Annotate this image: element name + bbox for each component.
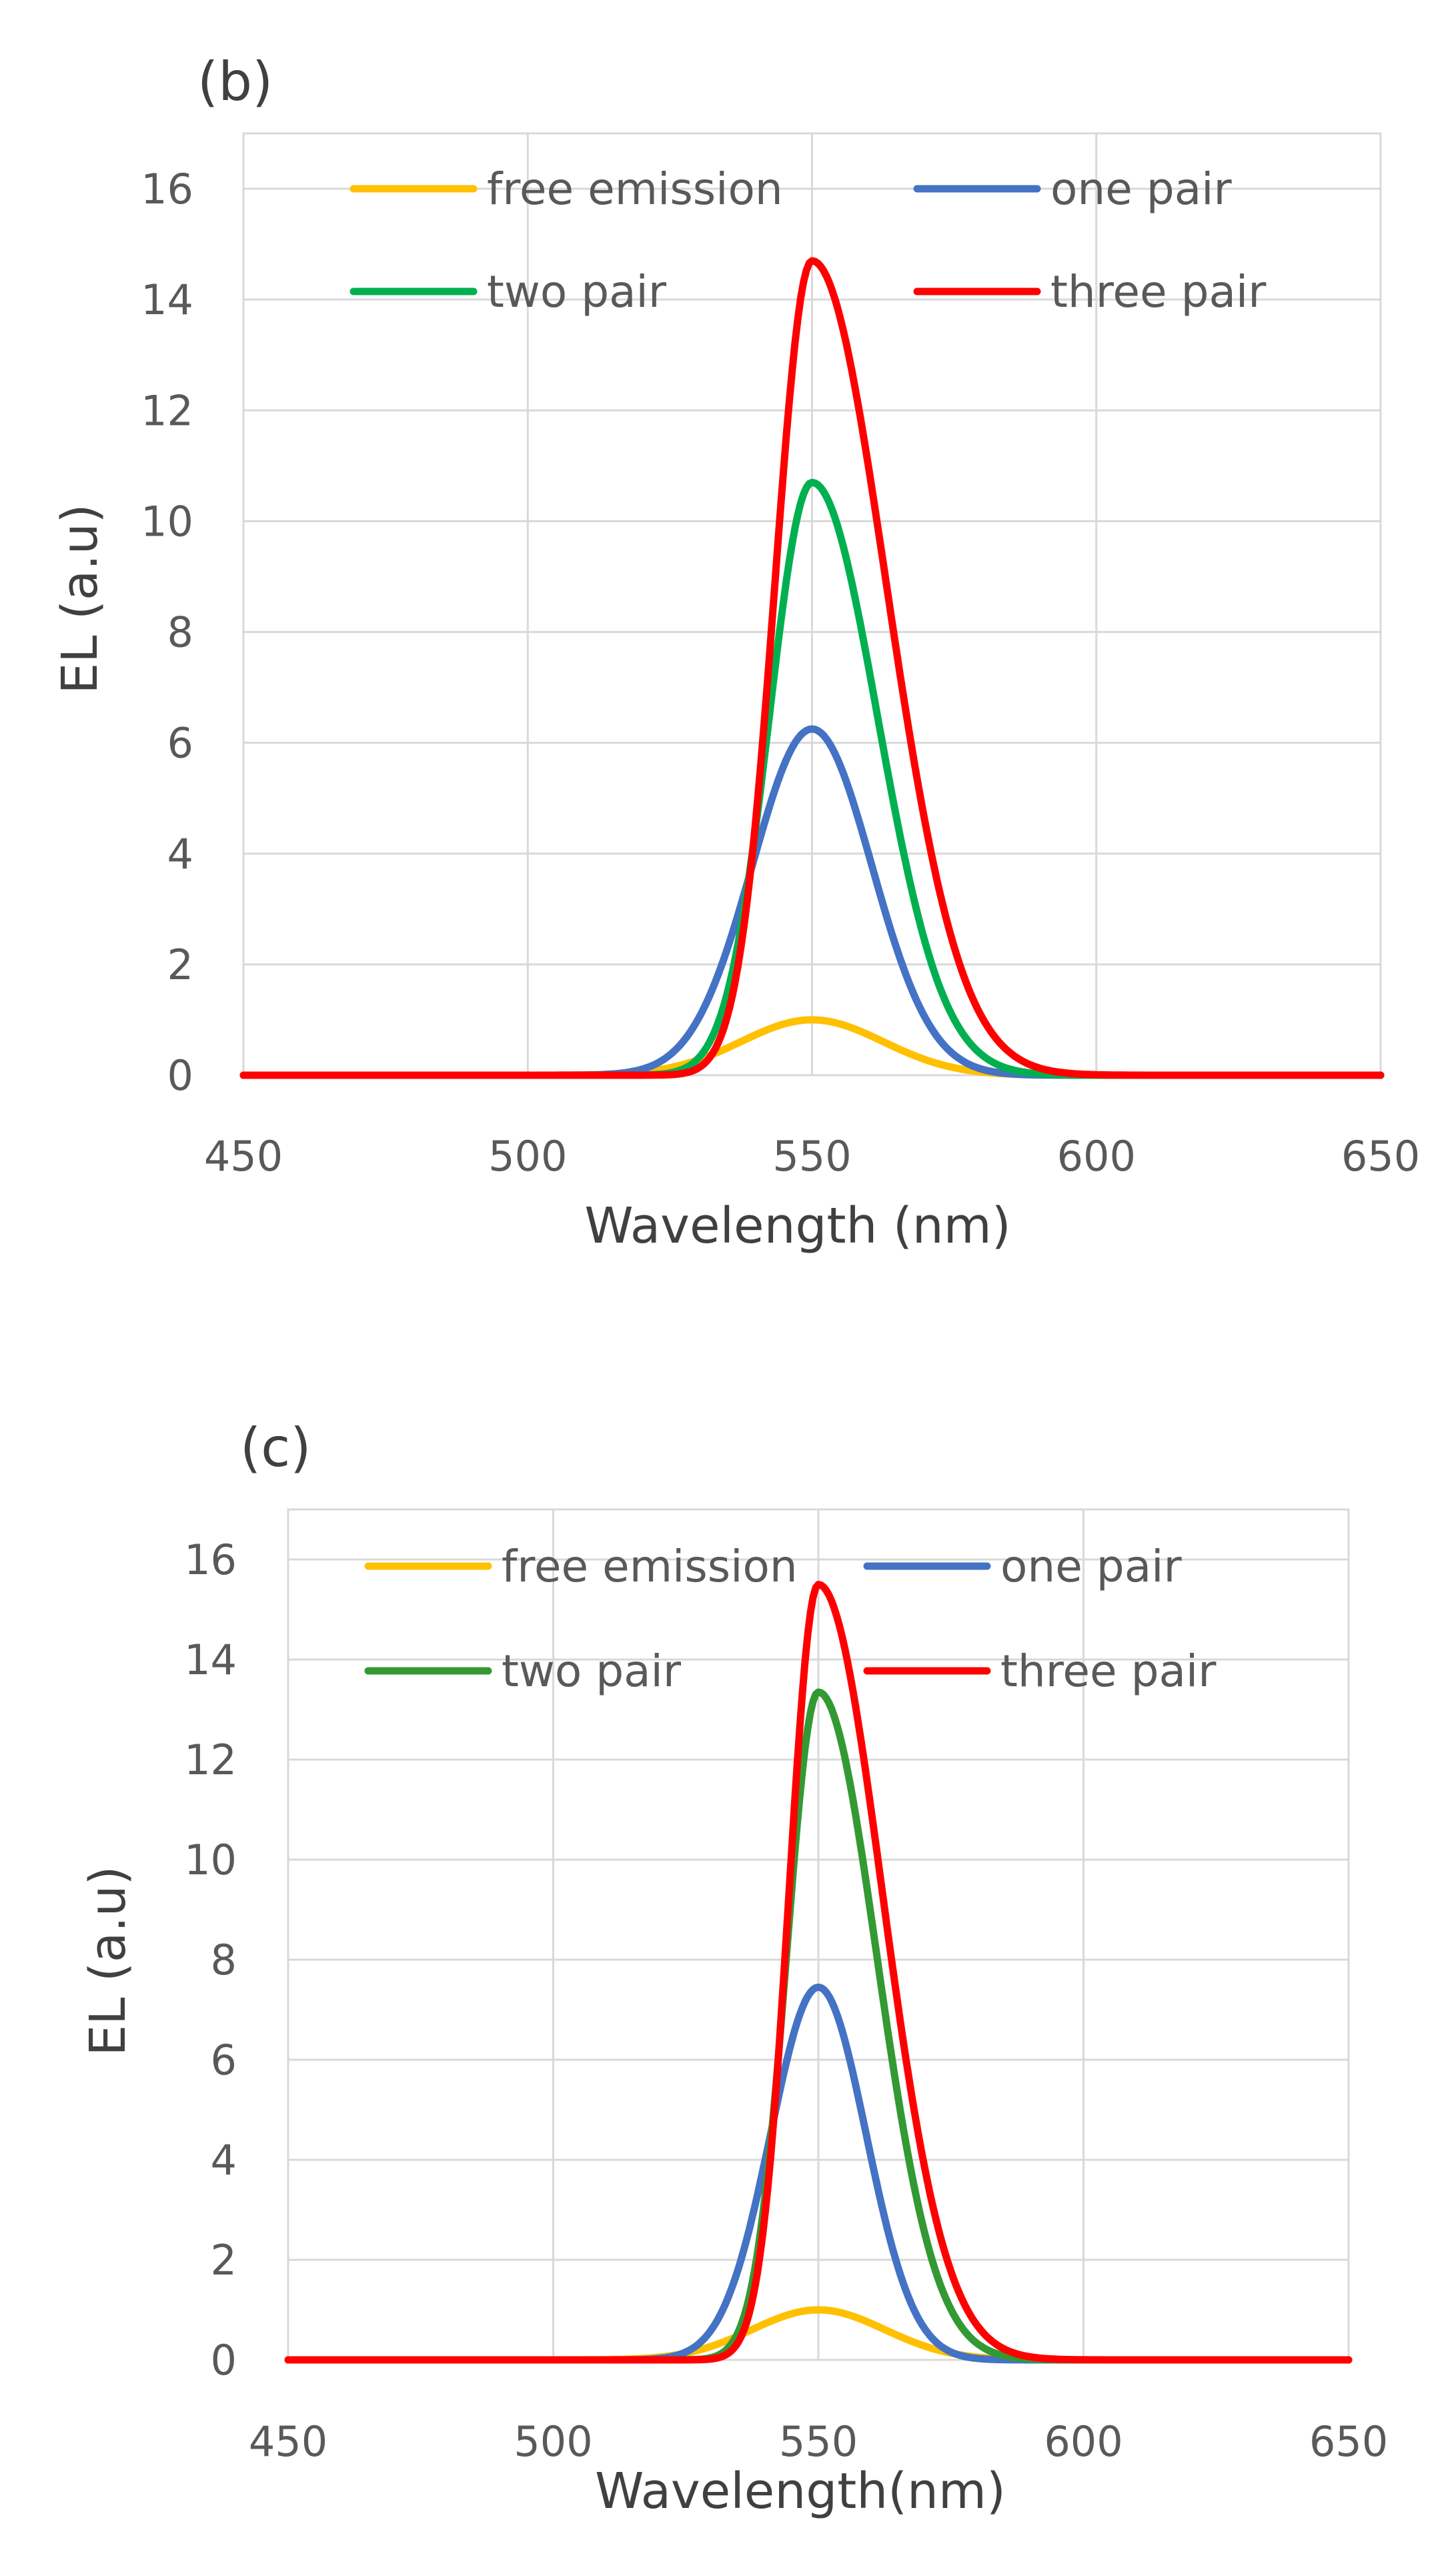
y-tick-label-c-16: 16 xyxy=(184,1535,237,1584)
x-tick-label-c-550: 550 xyxy=(779,2417,858,2466)
y-tick-label-c-8: 8 xyxy=(211,1936,237,1984)
y-tick-label-c-14: 14 xyxy=(184,1636,237,1684)
x-tick-label-b-450: 450 xyxy=(204,1132,283,1181)
y-tick-label-c-0: 0 xyxy=(211,2336,237,2385)
legend-label-c-free-emission: free emission xyxy=(502,1541,798,1592)
x-tick-label-c-450: 450 xyxy=(249,2417,327,2466)
y-tick-label-b-14: 14 xyxy=(141,275,193,324)
legend-item-b-free-emission: free emission xyxy=(349,163,783,215)
x-tick-label-c-650: 650 xyxy=(1309,2417,1388,2466)
gridlines-b xyxy=(242,132,1382,1077)
y-tick-label-c-6: 6 xyxy=(211,2036,237,2084)
x-axis-title-b: Wavelength (nm) xyxy=(584,1197,1010,1255)
x-tick-label-c-600: 600 xyxy=(1044,2417,1123,2466)
y-axis-title-c: EL (a.u) xyxy=(79,1866,137,2056)
series-line-c-three-pair xyxy=(284,1581,1353,2364)
y-tick-label-b-10: 10 xyxy=(141,497,193,546)
x-tick-label-c-500: 500 xyxy=(514,2417,592,2466)
legend-item-b-three-pair: three pair xyxy=(913,266,1267,317)
legend-label-b-one-pair: one pair xyxy=(1050,163,1232,215)
y-tick-label-b-16: 16 xyxy=(141,165,193,213)
legend-item-c-two-pair: two pair xyxy=(364,1646,682,1697)
x-axis-title-c: Wavelength(nm) xyxy=(595,2463,1006,2520)
panel-label-b: (b) xyxy=(197,51,273,113)
legend-item-c-three-pair: three pair xyxy=(863,1646,1217,1697)
y-tick-label-c-10: 10 xyxy=(184,1836,237,1884)
gridlines-c xyxy=(287,1508,1350,2361)
legend-label-c-one-pair: one pair xyxy=(1000,1541,1182,1592)
y-tick-label-c-4: 4 xyxy=(211,2136,237,2184)
y-tick-label-c-2: 2 xyxy=(211,2236,237,2285)
legend-label-c-three-pair: three pair xyxy=(1000,1646,1217,1697)
y-tick-label-b-4: 4 xyxy=(167,830,193,878)
y-tick-label-b-0: 0 xyxy=(167,1051,193,1100)
y-tick-label-b-6: 6 xyxy=(167,719,193,768)
plot-area-c xyxy=(287,1508,1350,2361)
legend-item-c-free-emission: free emission xyxy=(364,1541,798,1592)
x-tick-label-b-650: 650 xyxy=(1341,1132,1420,1181)
legend-label-c-two-pair: two pair xyxy=(502,1646,682,1697)
y-tick-label-b-2: 2 xyxy=(167,940,193,989)
y-tick-label-b-12: 12 xyxy=(141,386,193,435)
x-tick-label-b-550: 550 xyxy=(772,1132,851,1181)
chart-panel-b: (b) Wavelength (nm) EL (a.u) 0 2 4 6 8 10 12 14… xyxy=(51,51,1420,1255)
series-line-b-three-pair xyxy=(239,257,1385,1079)
y-tick-label-c-12: 12 xyxy=(184,1736,237,1784)
legend-item-b-two-pair: two pair xyxy=(349,266,667,317)
legend-item-b-one-pair: one pair xyxy=(913,163,1232,215)
x-tick-label-b-500: 500 xyxy=(488,1132,567,1181)
legend-label-b-three-pair: three pair xyxy=(1050,266,1267,317)
chart-panel-c: (c) Wavelength(nm) EL (a.u) 0 2 4 6 8 10 12 14 1… xyxy=(79,1417,1388,2520)
plot-area-b xyxy=(242,132,1382,1077)
legend-label-b-free-emission: free emission xyxy=(487,163,783,215)
legend-label-b-two-pair: two pair xyxy=(487,266,667,317)
y-axis-title-b: EL (a.u) xyxy=(51,504,109,694)
legend-item-c-one-pair: one pair xyxy=(863,1541,1182,1592)
x-tick-label-b-600: 600 xyxy=(1057,1132,1136,1181)
panel-label-c: (c) xyxy=(240,1417,311,1479)
y-tick-label-b-8: 8 xyxy=(167,608,193,657)
